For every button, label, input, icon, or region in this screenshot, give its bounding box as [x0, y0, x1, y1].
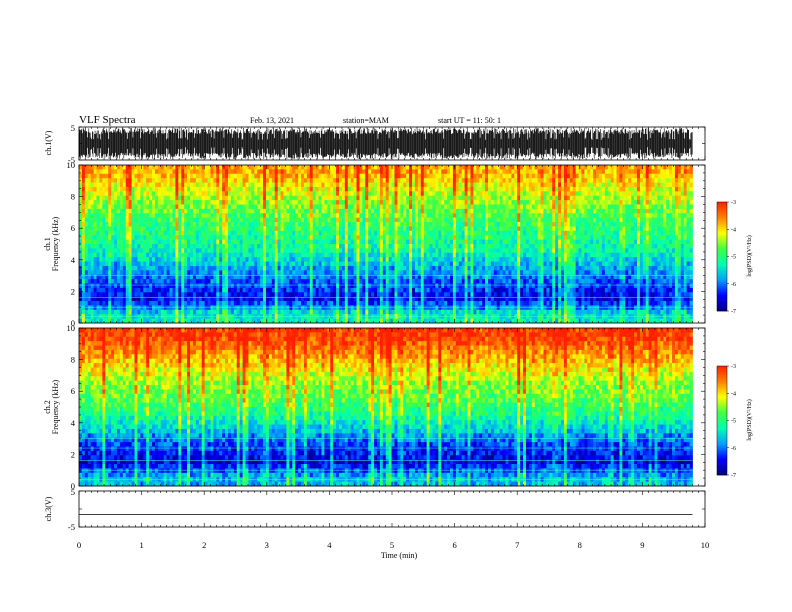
ch1-colorbar-tick: -4 — [731, 227, 736, 233]
ch2-colorbar-tick: -5 — [731, 419, 736, 425]
x-tick-label: 4 — [327, 540, 332, 550]
x-tick-label: 8 — [578, 540, 582, 550]
ch2-freq-tick-label: 8 — [71, 355, 75, 365]
ch3-waveform-ylabel: ch.3(V) — [44, 496, 53, 521]
x-tick-label: 0 — [77, 540, 81, 550]
ch1-colorbar-tick: -3 — [731, 200, 736, 206]
ch1-colorbar-tick: -5 — [731, 255, 736, 261]
ch1-freq-tick-label: 10 — [67, 160, 76, 170]
ch1-spec-ylabel-channel: ch.1 — [43, 237, 52, 251]
ch1-volt-tick-label: -5 — [68, 155, 75, 165]
ch1-freq-tick-label: 0 — [71, 318, 75, 328]
ch1-colorbar-tick: -7 — [731, 309, 736, 315]
ch2-freq-tick-label: 0 — [71, 481, 75, 491]
ch2-colorbar-tick: -6 — [731, 446, 736, 452]
ch2-freq-tick-label: 6 — [71, 386, 75, 396]
ch2-freq-tick-label: 2 — [71, 449, 75, 459]
ch2-freq-tick-label: 10 — [67, 323, 76, 333]
ch1-volt-tick-label: 5 — [71, 123, 75, 133]
ch1-spectrogram — [79, 165, 693, 324]
ch1-colorbar-label: log(PSD)(V²/Hz) — [746, 235, 753, 276]
x-tick-label: 2 — [202, 540, 206, 550]
x-tick-label: 5 — [390, 540, 394, 550]
ch1-waveform-trace — [78, 128, 693, 159]
ch2-spectrogram — [79, 328, 693, 487]
ch2-freq-tick-label: 4 — [71, 418, 76, 428]
ch3-waveform-frame — [78, 490, 706, 528]
start-ut-label: start UT = 11: 50: 1 — [438, 116, 501, 125]
x-tick-label: 10 — [701, 540, 710, 550]
x-tick-label: 3 — [265, 540, 269, 550]
figure-title: VLF Spectra — [79, 114, 136, 126]
ch1-freq-tick-label: 4 — [71, 255, 76, 265]
x-tick-label: 1 — [139, 540, 143, 550]
x-axis-label: Time (min) — [381, 551, 418, 560]
x-tick-label: 6 — [452, 540, 456, 550]
date-label: Feb. 13, 2021 — [250, 116, 294, 125]
ch1-spec-ylabel-frequency: Frequency (kHz) — [51, 216, 60, 271]
ch2-colorbar-label: log(PSD)(V²/Hz) — [746, 399, 753, 440]
ch2-spec-ylabel-frequency: Frequency (kHz) — [51, 379, 60, 434]
ch2-colorbar-tick: -7 — [731, 473, 736, 479]
ch2-colorbar-tick: -4 — [731, 391, 736, 397]
ch1-waveform-ylabel: ch.1(V) — [44, 130, 53, 155]
ch1-colorbar: -3 -4 -5 -6 -7 — [716, 200, 736, 315]
ch1-freq-tick-label: 6 — [71, 223, 75, 233]
ch1-freq-tick-label: 2 — [71, 286, 75, 296]
station-label: station=MAM — [343, 116, 389, 125]
ch3-volt-tick-label: 5 — [71, 487, 75, 497]
ch2-colorbar-tick: -3 — [731, 364, 736, 370]
ch1-colorbar-tick: -6 — [731, 282, 736, 288]
ch3-volt-tick-label: -5 — [68, 522, 75, 532]
ch2-spec-ylabel-channel: ch.2 — [43, 400, 52, 414]
ch1-waveform-path — [78, 128, 693, 159]
ch1-freq-tick-label: 8 — [71, 192, 75, 202]
x-tick-label: 7 — [515, 540, 519, 550]
x-tick-label: 9 — [640, 540, 644, 550]
ch2-colorbar: -3 -4 -5 -6 -7 — [716, 364, 736, 479]
